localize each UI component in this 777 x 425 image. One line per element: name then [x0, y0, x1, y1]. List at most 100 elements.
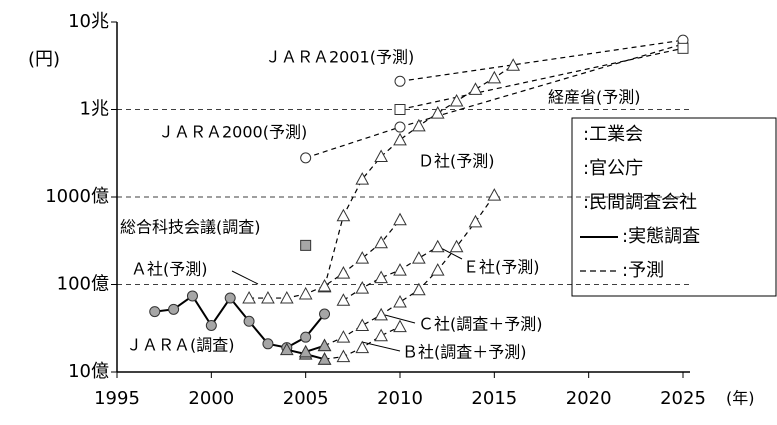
- point: [317, 338, 332, 352]
- point: [300, 331, 312, 343]
- legend-label: :工業会: [583, 124, 643, 145]
- point: [261, 291, 275, 304]
- point: [300, 152, 312, 164]
- x-tick-label: 2010: [377, 388, 423, 409]
- point: [298, 286, 313, 300]
- series-line: [399, 47, 684, 111]
- point: [393, 295, 407, 308]
- series-label: 経産省(予測): [548, 88, 641, 107]
- point: [412, 251, 426, 264]
- series-label: ＪＡＲＡ2000(予測): [158, 123, 307, 142]
- series-line: [154, 294, 326, 349]
- point: [336, 349, 351, 363]
- y-tick-label: 10兆: [68, 11, 109, 32]
- point: [336, 208, 351, 222]
- point: [336, 293, 351, 306]
- series-label: Ａ社(予測): [131, 260, 208, 279]
- point: [186, 290, 198, 302]
- x-tick-label: 2025: [660, 388, 706, 409]
- series: [149, 290, 331, 354]
- point: [205, 319, 217, 331]
- point: [374, 235, 388, 249]
- point: [355, 318, 370, 331]
- series-line: [399, 39, 684, 82]
- series-label: Ｅ社(予測): [463, 258, 540, 277]
- point: [393, 132, 407, 146]
- point: [468, 82, 483, 95]
- series: [394, 34, 689, 87]
- x-axis-label: (年): [726, 389, 755, 408]
- x-tick-label: 2000: [188, 388, 234, 409]
- series-label: Ｄ社(予測): [418, 152, 495, 171]
- point: [412, 282, 426, 296]
- point: [412, 118, 426, 132]
- leader-line: [384, 314, 416, 324]
- series-label: Ｂ社(調査＋予測): [402, 343, 527, 362]
- point: [298, 344, 313, 358]
- series: [394, 42, 689, 115]
- point: [243, 315, 255, 327]
- point: [262, 338, 274, 350]
- y-tick-label: 1000億: [45, 186, 109, 207]
- y-tick-label: 100億: [57, 274, 109, 295]
- point: [336, 330, 351, 343]
- series: [336, 239, 445, 306]
- point: [430, 263, 445, 276]
- y-tick-label: 1兆: [80, 99, 109, 120]
- series: [300, 239, 312, 251]
- point: [355, 281, 370, 294]
- series: [242, 212, 407, 304]
- point: [394, 75, 406, 87]
- point: [430, 239, 445, 253]
- x-tick-label: 2020: [566, 388, 612, 409]
- point: [393, 212, 407, 226]
- point: [242, 291, 256, 304]
- point: [374, 307, 388, 321]
- point: [449, 239, 464, 253]
- point: [374, 270, 388, 284]
- point: [317, 279, 332, 292]
- series-label: ＪＡＲＡ2001(予測): [265, 48, 414, 67]
- point: [374, 149, 388, 163]
- x-tick-label: 2005: [283, 388, 329, 409]
- legend-box: [571, 117, 777, 297]
- point: [394, 121, 406, 133]
- series-label: Ｃ社(調査＋予測): [418, 315, 543, 334]
- point: [374, 328, 388, 342]
- point: [317, 352, 332, 365]
- x-tick-label: 2015: [471, 388, 517, 409]
- point: [355, 340, 370, 354]
- point: [300, 239, 312, 251]
- legend-label: :民間調査会社: [583, 192, 697, 213]
- y-tick-label: 10億: [68, 361, 109, 382]
- series: [317, 188, 502, 352]
- point: [449, 93, 464, 107]
- point: [468, 214, 483, 228]
- point: [487, 188, 502, 201]
- point: [279, 342, 294, 356]
- point: [336, 266, 351, 279]
- series-line: [324, 194, 495, 347]
- series-label: ＪＡＲＡ(調査): [126, 336, 235, 355]
- point: [168, 303, 180, 315]
- point: [487, 70, 502, 84]
- series-label: 総合科技会議(調査): [120, 218, 261, 237]
- point: [430, 106, 445, 119]
- point: [224, 292, 236, 304]
- point: [355, 251, 370, 264]
- point: [506, 58, 521, 71]
- legend-label: :官公庁: [583, 158, 643, 179]
- point: [393, 263, 407, 276]
- y-axis-label: (円): [28, 49, 60, 70]
- point: [677, 42, 689, 54]
- leader-line: [361, 341, 401, 352]
- point: [394, 104, 406, 115]
- leader-line: [231, 270, 259, 285]
- point: [319, 308, 331, 320]
- series: [317, 58, 521, 293]
- point: [279, 291, 294, 304]
- point: [393, 319, 407, 333]
- series: [298, 338, 332, 358]
